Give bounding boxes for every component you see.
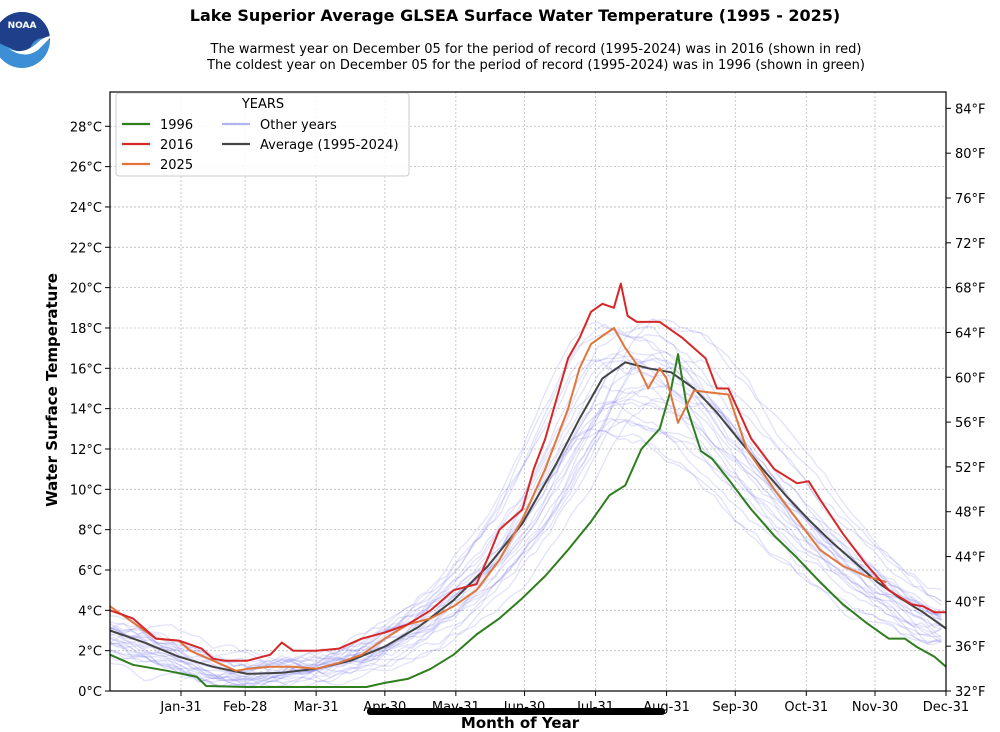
y-tick-label-right: 84°F (955, 102, 986, 117)
chart-title: Lake Superior Average GLSEA Surface Wate… (189, 6, 841, 25)
chart-subtitle-warmest: The warmest year on December 05 for the … (210, 42, 862, 57)
plot-frame (109, 91, 947, 692)
other-year-line (109, 430, 942, 677)
series-line-average (109, 361, 947, 675)
series-line-2016 (109, 282, 946, 662)
y-tick-label-right: 48°F (955, 506, 986, 521)
noaa-logo-top (0, 12, 50, 51)
y-tick-label-right: 36°F (955, 640, 986, 655)
other-year-line (109, 401, 942, 674)
x-tick-label: Jan-31 (159, 700, 201, 715)
y-tick-label: 16°C (70, 362, 102, 377)
legend-box (115, 92, 410, 177)
legend-label: 2025 (160, 158, 193, 173)
redaction-bar (367, 708, 665, 715)
other-year-line (109, 318, 942, 683)
legend-label: 2016 (160, 138, 193, 153)
other-year-line (109, 428, 942, 687)
y-tick-label: 24°C (70, 201, 102, 216)
x-axis-label: Month of Year (460, 714, 580, 732)
other-year-line (109, 353, 942, 682)
y-tick-label-right: 76°F (955, 192, 986, 207)
other-year-line (109, 357, 942, 680)
grid (110, 92, 947, 692)
x-tick-label: Sep-30 (712, 700, 758, 715)
legend-label: 1996 (160, 118, 193, 133)
x-tick-label: Oct-31 (784, 700, 828, 715)
y-tick-label: 12°C (70, 443, 102, 458)
x-tick-label: Dec-31 (923, 700, 969, 715)
other-year-line (109, 318, 942, 668)
y-tick-label-right: 64°F (955, 326, 986, 341)
y-tick-label-right: 32°F (955, 685, 986, 700)
other-year-line (109, 368, 942, 680)
y-tick-label: 4°C (78, 604, 102, 619)
other-year-line (109, 323, 942, 689)
y-tick-label: 8°C (78, 524, 102, 539)
y-tick-label-right: 56°F (955, 416, 986, 431)
y-tick-label: 10°C (70, 483, 102, 498)
x-tick-label: Feb-28 (223, 700, 267, 715)
noaa-logo-bird (8, 36, 52, 55)
y-tick-label-right: 44°F (955, 551, 986, 566)
y-tick-label: 6°C (78, 564, 102, 579)
y-tick-label: 14°C (70, 403, 102, 418)
noaa-logo-text: NOAA (8, 21, 37, 31)
other-year-line (109, 330, 942, 688)
y-tick-label-right: 52°F (955, 461, 986, 476)
y-tick-label: 28°C (70, 120, 102, 135)
y-tick-label-right: 72°F (955, 237, 986, 252)
y-tick-label-right: 80°F (955, 147, 986, 162)
y-tick-label-right: 68°F (955, 282, 986, 297)
other-year-line (109, 418, 942, 680)
series-lines (109, 282, 947, 688)
other-year-line (109, 397, 942, 686)
y-axis-label: Water Surface Temperature (43, 273, 61, 507)
other-year-line (109, 358, 942, 688)
legend: YEARS 1996 2016 2025 Other years Average (19… (115, 92, 410, 177)
y-tick-label-right: 60°F (955, 371, 986, 386)
x-tick-label: Mar-31 (294, 700, 339, 715)
legend-label: Average (1995-2024) (260, 138, 399, 153)
chart-subtitle-coldest: The coldest year on December 05 for the … (207, 58, 865, 73)
x-tick-label: Nov-30 (852, 700, 898, 715)
series-line-2025 (109, 327, 887, 672)
legend-title: YEARS (241, 97, 284, 112)
y-tick-label: 20°C (70, 282, 102, 297)
other-year-line (109, 379, 942, 688)
series-line-1996 (109, 353, 947, 688)
other-year-line (109, 351, 942, 668)
y-tick-label: 26°C (70, 161, 102, 176)
y-axis-right: 32°F 36°F 40°F 44°F 48°F 52°F 56°F 60°F 64°F 68°F… (946, 102, 986, 700)
legend-label: Other years (260, 118, 337, 133)
other-year-line (109, 420, 942, 682)
y-tick-label: 22°C (70, 241, 102, 256)
noaa-logo: NOAA (0, 12, 52, 68)
y-tick-label: 0°C (78, 685, 102, 700)
y-tick-label: 2°C (78, 645, 102, 660)
y-tick-label-right: 40°F (955, 595, 986, 610)
y-tick-label: 18°C (70, 322, 102, 337)
other-year-line (109, 382, 942, 673)
other-year-line (109, 385, 942, 683)
y-axis-left: 0°C 2°C 4°C 6°C 8°C 10°C 12°C 14°C 16°C 18°C 20°C 2… (70, 120, 110, 700)
other-year-line (109, 355, 942, 674)
other-year-line (109, 332, 942, 669)
other-years-lines (109, 318, 942, 689)
